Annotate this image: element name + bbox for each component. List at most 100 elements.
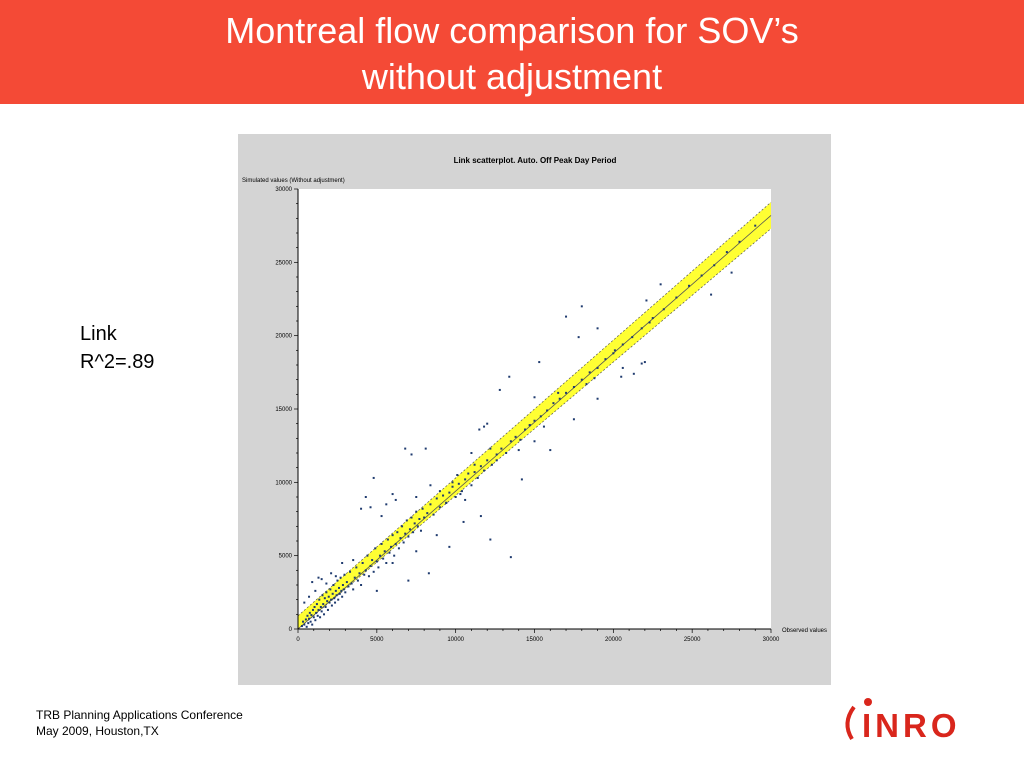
data-point: [538, 361, 541, 364]
data-point: [339, 576, 342, 579]
data-point: [375, 589, 378, 592]
data-point: [662, 308, 665, 311]
data-point: [620, 375, 623, 378]
data-point: [448, 491, 451, 494]
data-point: [315, 611, 318, 614]
x-tick-label: 15000: [526, 637, 543, 643]
data-point: [302, 620, 305, 623]
data-point: [423, 516, 426, 519]
data-point: [596, 397, 599, 400]
band-lower-line: [297, 228, 772, 630]
data-point: [585, 383, 588, 386]
data-point: [505, 452, 508, 454]
data-point: [454, 496, 457, 498]
data-point: [651, 317, 654, 320]
data-point: [366, 554, 369, 557]
data-point: [413, 522, 416, 525]
data-point: [528, 424, 531, 427]
data-point: [470, 484, 473, 487]
data-point: [322, 603, 325, 606]
x-tick-label: 25000: [684, 637, 701, 643]
data-point: [408, 528, 411, 531]
data-point: [306, 614, 309, 617]
data-point: [407, 535, 410, 538]
data-point: [337, 586, 340, 589]
data-point: [300, 625, 303, 628]
data-point: [473, 463, 476, 466]
data-point: [404, 532, 407, 535]
data-point: [385, 562, 388, 564]
data-point: [435, 497, 438, 500]
data-point: [332, 584, 335, 586]
data-point: [460, 490, 463, 493]
band-upper-line: [297, 201, 772, 617]
data-point: [514, 435, 517, 438]
data-point: [754, 224, 757, 227]
data-point: [459, 493, 462, 496]
data-point: [316, 614, 319, 617]
data-point: [407, 579, 410, 582]
data-point: [311, 623, 314, 626]
data-point: [326, 600, 329, 603]
data-point: [621, 366, 624, 369]
data-point: [314, 589, 317, 592]
data-point: [448, 545, 451, 548]
title-banner: Montreal flow comparison for SOV’s witho…: [0, 0, 1024, 104]
data-point: [326, 608, 329, 611]
data-point: [730, 271, 733, 274]
data-point: [341, 595, 344, 598]
data-point: [319, 616, 322, 619]
data-point: [604, 358, 607, 361]
x-tick-label: 30000: [763, 637, 780, 643]
data-point: [486, 459, 489, 462]
y-axis-label: Simulated values (Without adjustment): [242, 178, 345, 184]
data-point: [310, 614, 313, 617]
y-tick-label: 30000: [275, 187, 292, 193]
data-point: [341, 584, 344, 586]
data-point: [369, 506, 372, 509]
data-point: [643, 361, 646, 364]
data-point: [410, 453, 413, 456]
stat-label: Link: [80, 323, 117, 345]
data-point: [438, 490, 441, 493]
data-point: [311, 581, 314, 584]
data-point: [445, 501, 448, 504]
data-point: [464, 498, 467, 501]
data-point: [397, 547, 400, 550]
data-point: [377, 566, 380, 569]
x-tick-label: 20000: [605, 637, 622, 643]
data-point: [318, 598, 321, 601]
data-point: [451, 485, 454, 488]
data-point: [309, 620, 312, 623]
data-point: [580, 305, 583, 308]
data-point: [519, 438, 522, 441]
data-point: [495, 453, 498, 456]
data-point: [304, 618, 307, 621]
data-point: [546, 409, 549, 412]
data-point: [344, 591, 347, 594]
data-point: [565, 315, 568, 318]
data-point: [378, 554, 381, 557]
regression-line: [297, 215, 772, 630]
data-point: [314, 619, 317, 622]
data-point: [355, 566, 358, 569]
data-point: [631, 336, 634, 339]
data-point: [375, 560, 378, 563]
footer-conference: TRB Planning Applications Conference: [36, 708, 243, 722]
data-point: [313, 606, 316, 608]
data-point: [495, 459, 498, 462]
data-point: [372, 476, 375, 479]
data-point: [367, 575, 370, 578]
data-point: [308, 617, 311, 620]
data-point: [364, 569, 367, 572]
logo-dot: [864, 698, 872, 706]
data-point: [399, 537, 402, 540]
y-tick-label: 20000: [275, 334, 292, 340]
data-point: [320, 578, 323, 581]
data-point: [542, 425, 545, 428]
data-point: [593, 377, 596, 380]
data-point: [390, 545, 393, 548]
data-point: [345, 581, 348, 584]
data-point: [312, 616, 315, 619]
data-point: [470, 452, 473, 454]
